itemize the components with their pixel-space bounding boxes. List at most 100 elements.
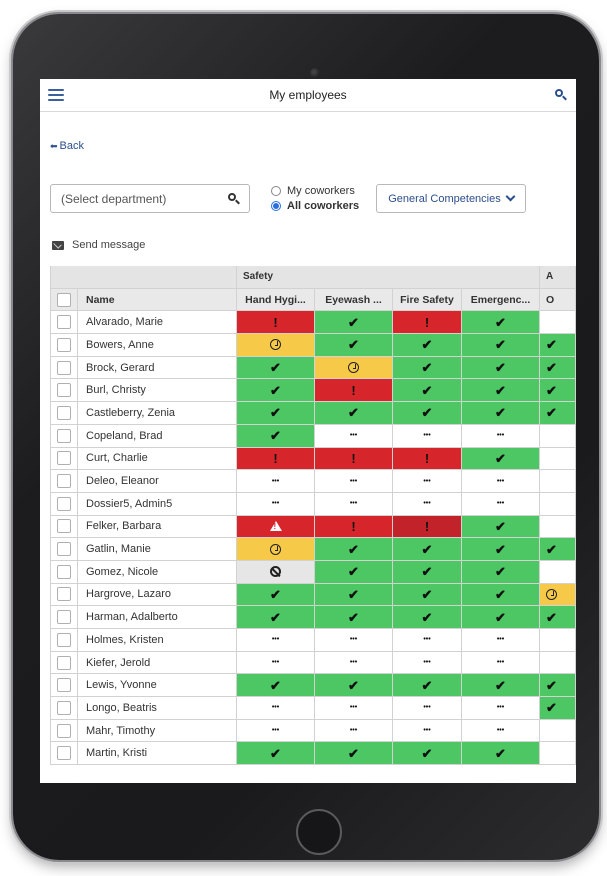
column-header-hand-hygiene[interactable]: Hand Hygi... bbox=[237, 288, 315, 312]
back-link[interactable]: ⬅ Back bbox=[50, 140, 84, 152]
status-cell-fire-safety[interactable]: ✔ bbox=[393, 583, 462, 607]
status-cell-hand-hygiene[interactable]: ✔ bbox=[237, 742, 315, 766]
status-cell-fire-safety[interactable]: ✔ bbox=[393, 606, 462, 629]
status-cell-emergency[interactable]: ✔ bbox=[462, 447, 540, 471]
row-checkbox[interactable] bbox=[57, 678, 71, 693]
select-all-checkbox[interactable] bbox=[57, 292, 71, 307]
column-header-emergency[interactable]: Emergenc... bbox=[462, 288, 540, 312]
status-cell-next[interactable]: ✔ bbox=[540, 379, 576, 403]
status-cell-next[interactable]: ✔ bbox=[540, 538, 576, 561]
status-cell-next[interactable] bbox=[540, 447, 576, 471]
status-cell-hand-hygiene[interactable]: ••• bbox=[237, 697, 315, 720]
status-cell-hand-hygiene[interactable]: ••• bbox=[237, 470, 315, 493]
status-cell-next[interactable] bbox=[540, 515, 576, 539]
employee-name[interactable]: Curt, Charlie bbox=[78, 447, 237, 471]
column-header-name[interactable]: Name bbox=[78, 288, 237, 312]
status-cell-hand-hygiene[interactable]: ✔ bbox=[237, 583, 315, 607]
status-cell-next[interactable] bbox=[540, 742, 576, 766]
status-cell-hand-hygiene[interactable]: ! bbox=[237, 311, 315, 335]
status-cell-eyewash[interactable]: ! bbox=[315, 379, 393, 403]
status-cell-fire-safety[interactable]: ✔ bbox=[393, 674, 462, 698]
status-cell-eyewash[interactable] bbox=[315, 356, 393, 380]
status-cell-fire-safety[interactable]: ••• bbox=[393, 719, 462, 743]
status-cell-next[interactable] bbox=[540, 311, 576, 335]
employee-name[interactable]: Hargrove, Lazaro bbox=[78, 583, 237, 607]
send-message-button[interactable]: Send message bbox=[52, 239, 145, 251]
status-cell-emergency[interactable]: ✔ bbox=[462, 583, 540, 607]
status-cell-hand-hygiene[interactable]: ✔ bbox=[237, 356, 315, 380]
status-cell-next[interactable] bbox=[540, 470, 576, 493]
status-cell-fire-safety[interactable]: ! bbox=[393, 311, 462, 335]
table-row[interactable]: Burl, Christy ✔! ✔ ✔ ✔ bbox=[50, 379, 576, 403]
table-row[interactable]: Alvarado, Marie! ✔! ✔ bbox=[50, 311, 576, 335]
status-cell-eyewash[interactable]: ✔ bbox=[315, 742, 393, 766]
employee-name[interactable]: Holmes, Kristen bbox=[78, 629, 237, 652]
home-button[interactable] bbox=[296, 809, 342, 855]
status-cell-fire-safety[interactable]: ✔ bbox=[393, 334, 462, 357]
status-cell-hand-hygiene[interactable]: ✔ bbox=[237, 674, 315, 698]
table-row[interactable]: Brock, Gerard ✔ ✔ ✔ ✔ bbox=[50, 356, 576, 380]
status-cell-next[interactable]: ✔ bbox=[540, 402, 576, 425]
status-cell-emergency[interactable]: ••• bbox=[462, 697, 540, 720]
table-row[interactable]: Deleo, Eleanor ••• ••• ••• ••• bbox=[50, 470, 576, 493]
status-cell-hand-hygiene[interactable]: ✔ bbox=[237, 379, 315, 403]
employee-name[interactable]: Kiefer, Jerold bbox=[78, 651, 237, 675]
status-cell-hand-hygiene[interactable]: ••• bbox=[237, 629, 315, 652]
competency-dropdown[interactable]: General Competencies bbox=[376, 184, 526, 213]
status-cell-hand-hygiene[interactable]: ✔ bbox=[237, 424, 315, 448]
table-row[interactable]: Gomez, Nicole ✔ ✔ ✔ bbox=[50, 560, 576, 584]
status-cell-emergency[interactable]: ••• bbox=[462, 651, 540, 675]
status-cell-emergency[interactable]: ✔ bbox=[462, 334, 540, 357]
row-checkbox[interactable] bbox=[57, 405, 71, 420]
status-cell-hand-hygiene[interactable]: ••• bbox=[237, 651, 315, 675]
status-cell-hand-hygiene[interactable]: ! bbox=[237, 447, 315, 471]
status-cell-emergency[interactable]: ✔ bbox=[462, 356, 540, 380]
status-cell-eyewash[interactable]: ✔ bbox=[315, 538, 393, 561]
status-cell-emergency[interactable]: ••• bbox=[462, 629, 540, 652]
row-checkbox[interactable] bbox=[57, 360, 71, 375]
row-checkbox[interactable] bbox=[57, 383, 71, 398]
status-cell-hand-hygiene[interactable]: ••• bbox=[237, 492, 315, 516]
status-cell-next[interactable]: ✔ bbox=[540, 606, 576, 629]
row-checkbox[interactable] bbox=[57, 496, 71, 511]
employee-name[interactable]: Gomez, Nicole bbox=[78, 560, 237, 584]
status-cell-fire-safety[interactable]: ••• bbox=[393, 424, 462, 448]
table-row[interactable]: Holmes, Kristen ••• ••• ••• ••• bbox=[50, 629, 576, 652]
row-checkbox[interactable] bbox=[57, 746, 71, 761]
employee-name[interactable]: Harman, Adalberto bbox=[78, 606, 237, 629]
status-cell-emergency[interactable]: ••• bbox=[462, 719, 540, 743]
table-row[interactable]: Bowers, Anne ✔ ✔ ✔ ✔ bbox=[50, 334, 576, 357]
column-header-fire-safety[interactable]: Fire Safety bbox=[393, 288, 462, 312]
table-row[interactable]: Copeland, Brad ✔ ••• ••• ••• bbox=[50, 424, 576, 448]
status-cell-eyewash[interactable]: ! bbox=[315, 515, 393, 539]
status-cell-eyewash[interactable]: ✔ bbox=[315, 606, 393, 629]
status-cell-hand-hygiene[interactable] bbox=[237, 538, 315, 561]
status-cell-hand-hygiene[interactable]: ✔ bbox=[237, 606, 315, 629]
status-cell-emergency[interactable]: ✔ bbox=[462, 674, 540, 698]
row-checkbox[interactable] bbox=[57, 451, 71, 466]
employee-name[interactable]: Martin, Kristi bbox=[78, 742, 237, 766]
row-checkbox[interactable] bbox=[57, 542, 71, 557]
status-cell-next[interactable] bbox=[540, 560, 576, 584]
status-cell-emergency[interactable]: ✔ bbox=[462, 402, 540, 425]
status-cell-emergency[interactable]: ✔ bbox=[462, 560, 540, 584]
row-checkbox[interactable] bbox=[57, 587, 71, 602]
status-cell-next[interactable] bbox=[540, 583, 576, 607]
employee-name[interactable]: Brock, Gerard bbox=[78, 356, 237, 380]
table-row[interactable]: Mahr, Timothy ••• ••• ••• ••• bbox=[50, 719, 576, 743]
employee-name[interactable]: Gatlin, Manie bbox=[78, 538, 237, 561]
column-header-eyewash[interactable]: Eyewash ... bbox=[315, 288, 393, 312]
search-icon[interactable] bbox=[554, 88, 568, 102]
table-row[interactable]: Martin, Kristi ✔ ✔ ✔ ✔ bbox=[50, 742, 576, 766]
row-checkbox[interactable] bbox=[57, 337, 71, 352]
status-cell-fire-safety[interactable]: ✔ bbox=[393, 538, 462, 561]
status-cell-eyewash[interactable]: ••• bbox=[315, 629, 393, 652]
status-cell-eyewash[interactable]: ••• bbox=[315, 492, 393, 516]
status-cell-eyewash[interactable]: ••• bbox=[315, 470, 393, 493]
employee-name[interactable]: Mahr, Timothy bbox=[78, 719, 237, 743]
table-row[interactable]: Kiefer, Jerold ••• ••• ••• ••• bbox=[50, 651, 576, 675]
table-row[interactable]: Longo, Beatris ••• ••• ••• ••• ✔ bbox=[50, 697, 576, 720]
status-cell-eyewash[interactable]: ✔ bbox=[315, 334, 393, 357]
table-row[interactable]: Lewis, Yvonne ✔ ✔ ✔ ✔ ✔ bbox=[50, 674, 576, 698]
status-cell-fire-safety[interactable]: ✔ bbox=[393, 560, 462, 584]
